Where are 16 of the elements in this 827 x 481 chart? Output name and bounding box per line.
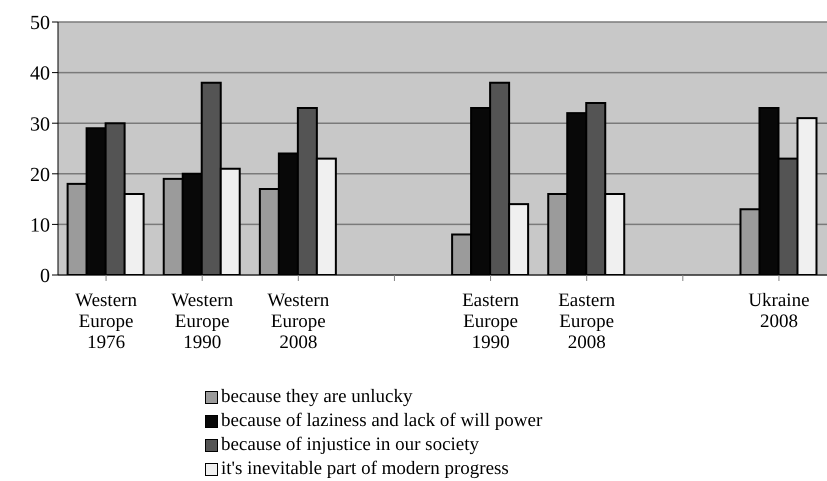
legend-label: because they are unlucky (221, 385, 412, 409)
y-tick-label: 40 (30, 62, 50, 85)
x-tick-label: Eastern Europe 1990 (462, 290, 520, 353)
legend-label: because of injustice in our society (221, 433, 480, 457)
y-tick-label: 10 (30, 214, 50, 236)
y-tick-label: 20 (30, 164, 50, 186)
x-tick-label: Ukraine 2008 (748, 290, 810, 332)
y-tick-label: 0 (40, 265, 50, 288)
x-tick-label: Western Europe 2008 (267, 290, 330, 353)
y-tick-label: 50 (30, 12, 50, 34)
legend-label: it's inevitable part of modern progress (221, 457, 509, 481)
legend-label: because of laziness and lack of will power (221, 409, 542, 433)
x-tick-label: Eastern Europe 2008 (558, 290, 616, 353)
x-tick-label: Western Europe 1990 (171, 290, 234, 353)
y-tick-label: 30 (30, 113, 50, 136)
x-tick-label: Western Europe 1976 (75, 290, 138, 353)
